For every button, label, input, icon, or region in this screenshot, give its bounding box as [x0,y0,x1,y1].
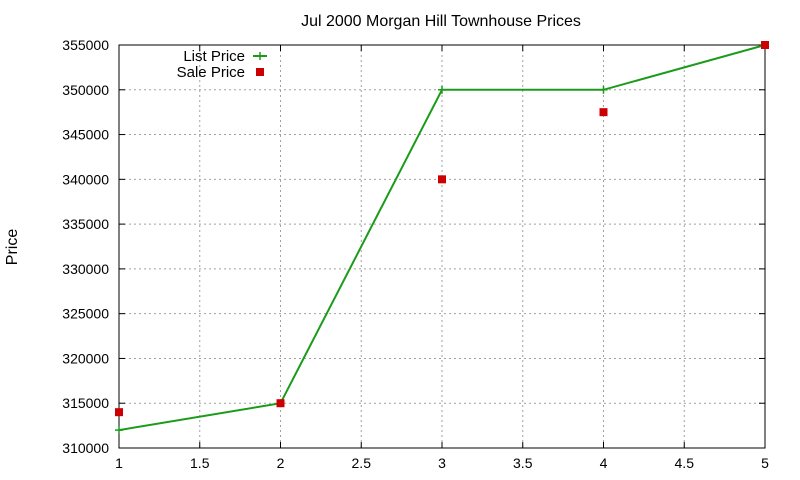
legend-label-sale-price: Sale Price [177,64,245,81]
y-tick-label: 340000 [62,171,109,187]
legend-swatch-list-price [253,52,267,60]
y-tick-label: 350000 [62,82,109,98]
y-axis-label: Price [4,229,21,266]
sale-price-point [599,108,608,117]
y-tick-label: 345000 [62,127,109,143]
chart-title: Jul 2000 Morgan Hill Townhouse Prices [301,13,581,30]
y-tick-label: 355000 [62,37,109,53]
legend-label-list-price: List Price [183,48,245,65]
sale-price-point [115,408,123,417]
grid-lines [119,45,765,448]
x-tick-label: 1.5 [190,455,210,471]
list-price-line [118,44,766,432]
y-tick-label: 325000 [62,306,109,322]
sale-price-point [276,399,285,408]
x-tick-label: 5 [761,455,769,471]
x-tick-label: 3 [438,455,446,471]
sale-price-point [438,175,446,184]
y-tick-label: 310000 [62,440,109,456]
list-price-point [438,85,446,94]
series-layer [115,41,769,435]
x-tick-label: 1 [115,455,123,471]
axis-ticks: 1 1.5 2 2.5 3 3.5 4 4.5 5 310000 315000 320000 32500… [62,37,769,471]
x-tick-label: 2 [277,455,285,471]
sale-price-point [761,41,769,49]
y-tick-label: 315000 [62,395,109,411]
x-tick-label: 4.5 [675,455,695,471]
x-tick-label: 2.5 [352,455,372,471]
y-tick-label: 335000 [62,216,109,232]
legend-swatch-sale-price [256,68,264,76]
y-tick-label: 330000 [62,261,109,277]
list-price-point [599,85,608,94]
y-tick-label: 320000 [62,350,109,366]
list-price-point [115,426,123,435]
x-tick-label: 4 [600,455,608,471]
x-tick-label: 3.5 [513,455,533,471]
